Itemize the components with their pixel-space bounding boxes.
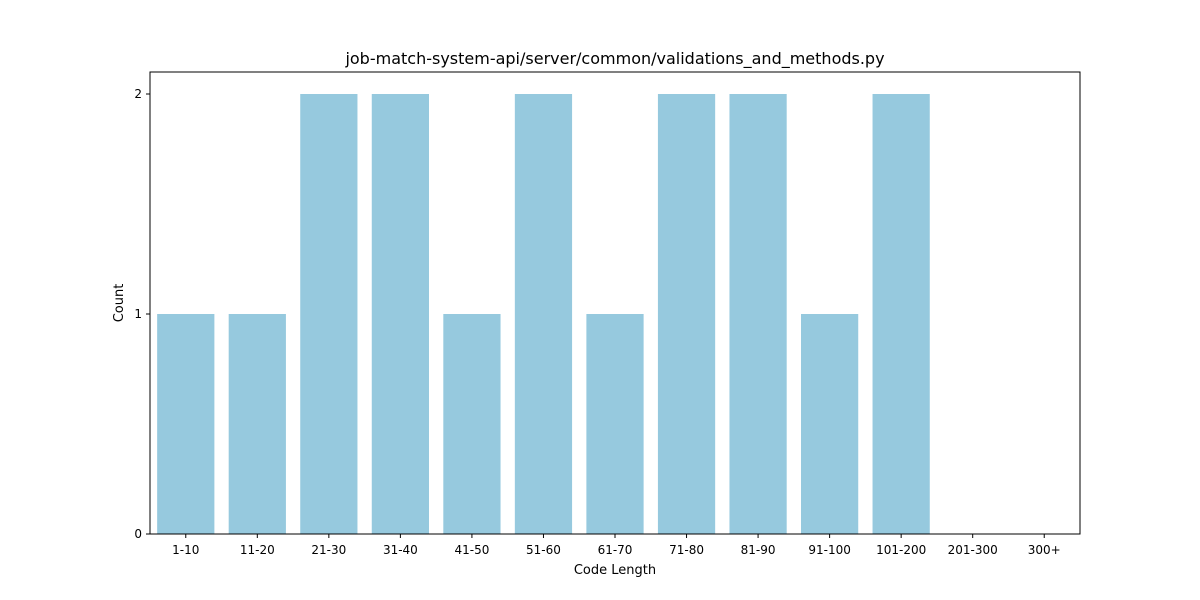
bar-21-30 — [300, 94, 358, 534]
x-tick-label: 41-50 — [454, 543, 489, 557]
x-tick-label: 300+ — [1028, 543, 1061, 557]
bar-31-40 — [371, 94, 429, 534]
bar-61-70 — [586, 314, 644, 534]
x-tick-label: 31-40 — [383, 543, 418, 557]
bar-71-80 — [657, 94, 716, 534]
bar-91-100 — [801, 314, 859, 534]
x-tick-label: 61-70 — [598, 543, 633, 557]
y-axis-ticks: 0 1 2 — [134, 87, 150, 541]
bar-11-20 — [228, 314, 286, 534]
bar-81-90 — [729, 94, 787, 534]
y-axis-label: Count — [112, 284, 127, 323]
y-tick-label: 2 — [134, 87, 142, 101]
x-tick-label: 11-20 — [240, 543, 275, 557]
x-tick-label: 201-300 — [948, 543, 998, 557]
x-tick-label: 71-80 — [669, 543, 704, 557]
bars-group — [157, 94, 930, 534]
x-axis-ticks: 1-10 11-20 21-30 31-40 41-50 51-60 61-70 71-80 8… — [172, 534, 1061, 557]
x-tick-label: 51-60 — [526, 543, 561, 557]
x-axis-label: Code Length — [574, 563, 656, 578]
x-tick-label: 81-90 — [741, 543, 776, 557]
y-tick-label: 0 — [134, 527, 142, 541]
bar-1-10 — [157, 314, 215, 534]
bar-41-50 — [443, 314, 501, 534]
chart-title: job-match-system-api/server/common/valid… — [344, 49, 884, 69]
x-tick-label: 21-30 — [311, 543, 346, 557]
x-tick-label: 101-200 — [876, 543, 926, 557]
bar-51-60 — [514, 94, 573, 534]
x-tick-label: 1-10 — [172, 543, 199, 557]
bar-101-200 — [872, 94, 930, 534]
y-tick-label: 1 — [134, 307, 142, 321]
x-tick-label: 91-100 — [808, 543, 851, 557]
plot-frame — [149, 71, 1081, 535]
